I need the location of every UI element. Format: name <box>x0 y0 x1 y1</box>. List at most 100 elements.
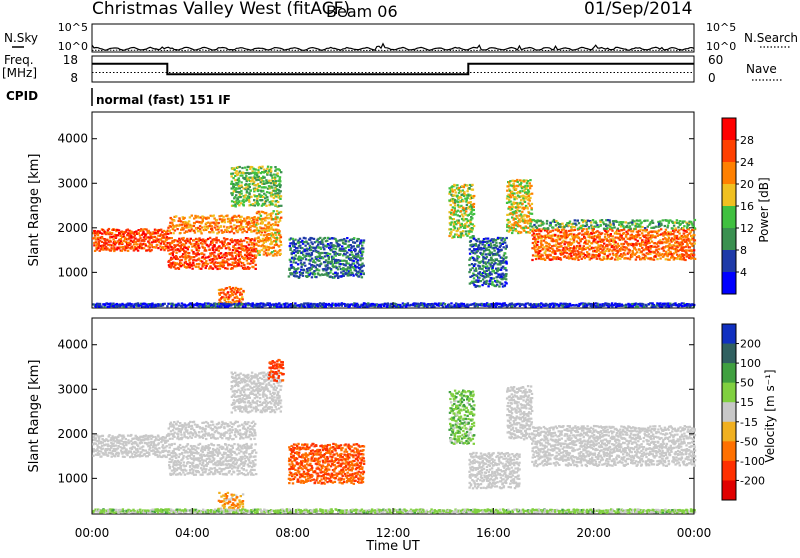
cell <box>609 222 611 224</box>
cell <box>122 246 124 248</box>
cell <box>519 220 521 222</box>
cell <box>149 246 151 248</box>
cell <box>277 224 279 226</box>
cell <box>254 177 256 179</box>
cell <box>175 215 177 217</box>
cell <box>620 221 622 223</box>
cell <box>172 232 174 234</box>
cell <box>258 211 260 213</box>
cell <box>300 266 302 268</box>
cell <box>582 225 584 227</box>
cell <box>223 226 225 228</box>
cell <box>245 194 247 196</box>
cell <box>682 227 684 229</box>
cell <box>275 204 277 206</box>
cell <box>545 250 547 252</box>
cell <box>280 244 282 246</box>
cell <box>227 259 229 261</box>
cell <box>223 298 225 300</box>
cell <box>450 305 452 307</box>
cell <box>511 191 513 193</box>
station-title: Christmas Valley West (fitACF) <box>92 0 350 19</box>
cell <box>175 252 177 254</box>
cell <box>565 232 567 234</box>
cell <box>280 190 282 192</box>
cell <box>500 239 502 241</box>
cell <box>623 232 625 234</box>
cell <box>465 214 467 216</box>
cell <box>180 265 182 267</box>
cell <box>535 238 537 240</box>
cell <box>244 167 246 169</box>
cell <box>651 220 653 222</box>
cell <box>637 240 639 242</box>
cell <box>521 211 523 213</box>
cell <box>167 303 169 305</box>
cell <box>328 256 330 258</box>
cell <box>450 204 452 206</box>
beam-label: Beam 06 <box>326 2 398 21</box>
cell <box>515 188 517 190</box>
cell <box>215 241 217 243</box>
cell <box>218 303 220 305</box>
cell <box>138 232 140 234</box>
cell <box>546 220 548 222</box>
cell <box>683 239 685 241</box>
cell <box>478 279 480 281</box>
cell <box>261 199 263 201</box>
cell <box>133 243 135 245</box>
cell <box>238 247 240 249</box>
cell <box>248 201 250 203</box>
cell <box>258 171 260 173</box>
cell <box>245 175 247 177</box>
cell <box>484 244 486 246</box>
cell <box>591 233 593 235</box>
cell <box>442 306 444 308</box>
cell <box>473 209 475 211</box>
cell <box>143 240 145 242</box>
cell <box>587 220 589 222</box>
cell <box>463 186 465 188</box>
cell <box>305 258 307 260</box>
cell <box>273 174 275 176</box>
cell <box>194 232 196 234</box>
cell <box>499 237 501 239</box>
cell <box>167 249 169 251</box>
cell <box>475 267 477 269</box>
cell <box>619 239 621 241</box>
cell <box>671 227 673 229</box>
cell <box>249 186 251 188</box>
cell <box>257 189 259 191</box>
cell <box>631 250 633 252</box>
cell <box>527 203 529 205</box>
cell <box>243 240 245 242</box>
cell <box>614 258 616 260</box>
cell <box>680 256 682 258</box>
cell <box>322 244 324 246</box>
cell <box>135 230 137 232</box>
cell <box>231 181 233 183</box>
cell <box>574 226 576 228</box>
cell <box>318 265 320 267</box>
cell <box>214 255 216 257</box>
cell <box>350 238 352 240</box>
cell <box>97 234 99 236</box>
cell <box>383 305 385 307</box>
cell <box>241 167 243 169</box>
cell <box>252 266 254 268</box>
cell <box>631 255 633 257</box>
cell <box>641 226 643 228</box>
cell <box>474 263 476 265</box>
cell <box>595 222 597 224</box>
cell <box>188 255 190 257</box>
cell <box>516 179 518 181</box>
cell <box>587 231 589 233</box>
cell <box>463 303 465 305</box>
cell <box>671 254 673 256</box>
cell <box>574 219 576 221</box>
cell <box>229 286 231 288</box>
cell <box>267 199 269 201</box>
cell <box>665 251 667 253</box>
cell <box>280 241 282 243</box>
cell <box>448 303 450 305</box>
